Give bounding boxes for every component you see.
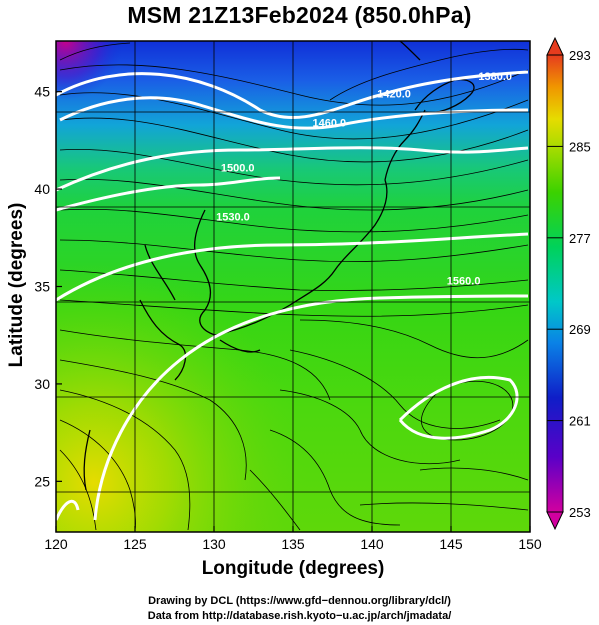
y-tick-label: 25 bbox=[34, 473, 50, 489]
y-tick-label: 35 bbox=[34, 279, 50, 295]
x-axis-label: Longitude (degrees) bbox=[201, 558, 385, 579]
y-axis-label: Latitude (degrees) bbox=[6, 202, 27, 368]
credit-data: Data from http://database.rish.kyoto−u.a… bbox=[147, 610, 452, 622]
colorbar-tick-label: 277 bbox=[569, 231, 591, 246]
colorbar-tick-label: 253 bbox=[569, 505, 591, 520]
contour-labels: 1380.0 1420.0 1460.0 1500.0 1530.0 1560.0 bbox=[216, 71, 512, 288]
height-contour-label: 1380.0 bbox=[478, 71, 512, 83]
streamlines bbox=[59, 42, 529, 531]
x-tick-label: 145 bbox=[439, 536, 463, 552]
y-tick-label: 45 bbox=[34, 84, 50, 100]
axis-ticks: 120 125 130 135 140 145 150 25 30 35 40 45 bbox=[34, 84, 541, 552]
colorbar-tick-label: 269 bbox=[569, 322, 591, 337]
x-tick-label: 135 bbox=[281, 536, 305, 552]
colorbar-tick-label: 293 bbox=[569, 48, 591, 63]
coastlines bbox=[83, 41, 475, 491]
colorbar-bottom-arrow bbox=[546, 511, 564, 531]
x-tick-label: 130 bbox=[202, 536, 226, 552]
height-contour-label: 1460.0 bbox=[313, 118, 347, 130]
colorbar-ticks: 293 285 277 269 261 253 bbox=[547, 48, 591, 520]
x-tick-label: 140 bbox=[360, 536, 384, 552]
colorbar-tick-label: 285 bbox=[569, 139, 591, 154]
height-contour-label: 1560.0 bbox=[447, 276, 481, 288]
height-contour-label: 1420.0 bbox=[377, 89, 411, 101]
colorbar: 293 285 277 269 261 253 bbox=[546, 36, 591, 531]
y-tick-label: 30 bbox=[34, 376, 50, 392]
colorbar-tick-label: 261 bbox=[569, 414, 591, 429]
colorbar-top-arrow bbox=[546, 36, 564, 56]
x-tick-label: 120 bbox=[44, 536, 68, 552]
grid-lines bbox=[56, 41, 530, 532]
colorbar-scale bbox=[546, 54, 564, 513]
height-contour-label: 1500.0 bbox=[221, 163, 255, 175]
credit-drawing: Drawing by DCL (https://www.gfd−dennou.o… bbox=[148, 595, 451, 607]
x-tick-label: 150 bbox=[518, 536, 542, 552]
x-tick-label: 125 bbox=[123, 536, 147, 552]
y-tick-label: 40 bbox=[34, 181, 50, 197]
map-title: MSM 21Z13Feb2024 (850.0hPa) bbox=[127, 2, 472, 28]
height-contour-label: 1530.0 bbox=[216, 211, 250, 223]
